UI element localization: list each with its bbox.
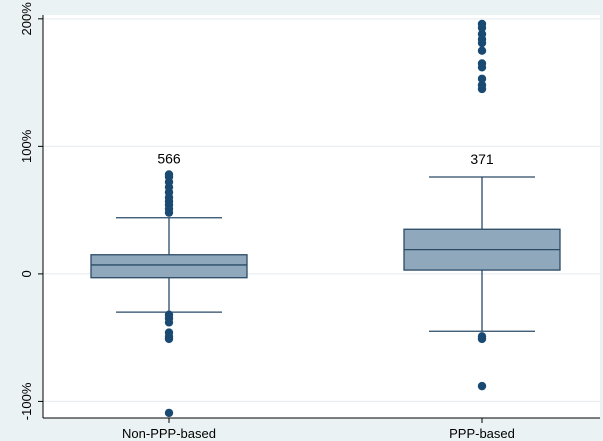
outlier-point	[477, 334, 487, 344]
y-axis: 200% 100% 0 -100%	[19, 2, 600, 420]
box-group: 371	[403, 19, 561, 391]
outlier-point	[477, 381, 487, 391]
iqr-box	[90, 254, 248, 279]
outlier-point	[477, 84, 487, 94]
box-series: 566 371	[90, 19, 561, 418]
count-label: 371	[470, 151, 494, 167]
y-tick-label: -100%	[19, 382, 34, 420]
outlier-point	[164, 318, 174, 327]
box-group: 566	[90, 150, 248, 418]
outlier-point	[164, 408, 174, 418]
outlier-point	[164, 334, 174, 344]
category-labels: Non-PPP-based PPP-based	[122, 418, 515, 441]
plot-area	[43, 15, 600, 418]
category-label: Non-PPP-based	[122, 426, 216, 441]
category-label: PPP-based	[449, 426, 515, 441]
y-tick-label: 200%	[19, 2, 34, 36]
count-label: 566	[157, 150, 181, 166]
outlier-point	[477, 46, 487, 55]
outlier-point	[477, 23, 487, 32]
y-tick-label: 100%	[19, 129, 34, 163]
outlier-point	[164, 208, 174, 217]
outlier-point	[477, 38, 487, 48]
outlier-point	[477, 74, 487, 83]
y-tick-label: 0	[19, 270, 34, 277]
outlier-point	[477, 63, 487, 72]
